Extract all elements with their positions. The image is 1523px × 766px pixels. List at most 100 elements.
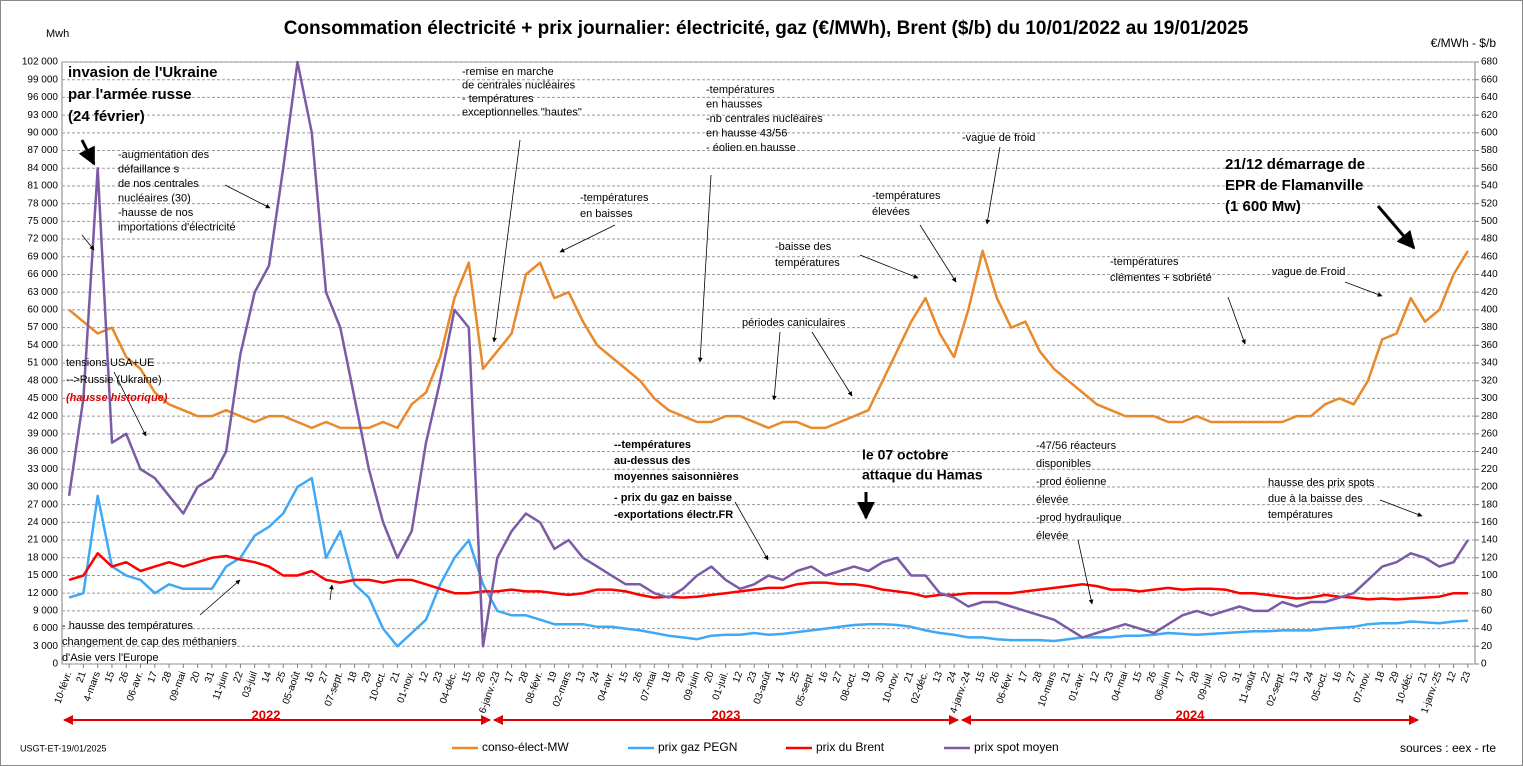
x-tick-label: 26 xyxy=(117,670,131,685)
x-tick-label: 17 xyxy=(146,670,160,685)
year-labels: 2022 2023 2024 xyxy=(252,707,1206,722)
chart-title: Consommation électricité + prix journali… xyxy=(284,18,1249,39)
y2-tick-label: 560 xyxy=(1481,163,1498,174)
y2-tick-label: 640 xyxy=(1481,92,1498,103)
y-tick-label: 75 000 xyxy=(27,216,58,227)
y-tick-label: 27 000 xyxy=(27,499,58,510)
y-tick-label: 33 000 xyxy=(27,464,58,475)
year-label: 2024 xyxy=(1176,707,1206,722)
y-tick-label: 39 000 xyxy=(27,428,58,439)
series-line xyxy=(68,552,1468,601)
y2-tick-label: 120 xyxy=(1481,552,1498,563)
y-tick-label: 0 xyxy=(52,659,58,670)
legend: conso-élect-MW prix gaz PEGN prix du Brent… xyxy=(452,740,1059,754)
x-tick-label: 24 xyxy=(1302,670,1316,685)
annotation: périodes caniculaires xyxy=(742,317,846,329)
y-tick-label: 3 000 xyxy=(33,641,58,652)
annotation: invasion de l'Ukraine xyxy=(68,64,217,81)
x-tick-label: 21 xyxy=(1059,670,1073,685)
y-tick-label: 93 000 xyxy=(27,110,58,121)
x-tick-label: 14 xyxy=(774,670,788,685)
y2-tick-label: 200 xyxy=(1481,482,1498,493)
annotation: d'Asie vers l'Europe xyxy=(62,652,159,664)
x-tick-label: 26 xyxy=(988,670,1002,685)
x-tick-label: 12 xyxy=(417,670,431,685)
annotation: exceptionnelles "hautes" xyxy=(462,106,582,118)
annotation: élevée xyxy=(1036,494,1068,506)
x-tick-label: 28 xyxy=(517,670,531,685)
x-tick-label: 20 xyxy=(189,670,203,685)
x-tick-label: 29 xyxy=(1388,670,1402,685)
annotation: défaillance s xyxy=(118,163,180,175)
annotation: -températures xyxy=(872,190,941,202)
x-tick-label: 23 xyxy=(1459,670,1473,685)
annotation: nucléaires (30) xyxy=(118,192,191,204)
annotation: températures xyxy=(775,257,840,269)
x-tick-label: 20 xyxy=(1216,670,1230,685)
y2-tick-label: 360 xyxy=(1481,340,1498,351)
y-tick-label: 81 000 xyxy=(27,181,58,192)
x-tick-label: 12 xyxy=(1445,670,1459,685)
annotation: -prod éolienne xyxy=(1036,476,1106,488)
y2-tick-label: 0 xyxy=(1481,659,1487,670)
series-line xyxy=(68,249,1469,430)
grid: 0 3 000 6 000 9 000 12 000 15 000 18 000 21 000… xyxy=(22,57,1498,670)
annotation: vague de Froid xyxy=(1272,266,1345,278)
x-tick-label: 28 xyxy=(1031,670,1045,685)
y-tick-label: 12 000 xyxy=(27,588,58,599)
x-tick-label: 15 xyxy=(1131,670,1145,685)
y2-tick-label: 40 xyxy=(1481,623,1493,634)
annotation: (1 600 Mw) xyxy=(1225,198,1301,215)
x-tick-label: 23 xyxy=(745,670,759,685)
x-tick-label: 24 xyxy=(588,670,602,685)
x-tick-label: 14 xyxy=(260,670,274,685)
x-tick-label: 23 xyxy=(431,670,445,685)
annotation: 21/12 démarrage de xyxy=(1225,156,1365,173)
y-tick-label: 90 000 xyxy=(27,127,58,138)
x-tick-label: 15 xyxy=(460,670,474,685)
y-tick-label: 96 000 xyxy=(27,92,58,103)
annotation: par l'armée russe xyxy=(68,86,192,103)
x-tick-label: 12 xyxy=(1088,670,1102,685)
annotation: importations d'électricité xyxy=(118,221,236,233)
x-tick-label: 24 xyxy=(945,670,959,685)
x-tick-label: 23 xyxy=(1102,670,1116,685)
annotation: -nb centrales nucléaires xyxy=(706,113,823,125)
y-tick-label: 9 000 xyxy=(33,606,58,617)
x-tick-label: 19 xyxy=(546,670,560,685)
y2-axis-label: €/MWh - $/b xyxy=(1431,36,1497,50)
x-tick-label: 16 xyxy=(1331,670,1345,685)
legend-label: prix spot moyen xyxy=(974,740,1059,754)
x-tick-label: 13 xyxy=(1288,670,1302,685)
x-tick-label: 22 xyxy=(232,670,246,685)
footer-right: sources : eex - rte xyxy=(1400,741,1496,755)
y-tick-label: 42 000 xyxy=(27,411,58,422)
x-tick-label: 27 xyxy=(317,670,331,685)
x-tick-label: 15 xyxy=(103,670,117,685)
annotations: invasion de l'Ukraine par l'armée russe (2… xyxy=(62,64,1375,664)
y2-tick-label: 580 xyxy=(1481,145,1498,156)
y2-tick-label: 280 xyxy=(1481,411,1498,422)
annotation: en hausse 43/56 xyxy=(706,127,787,139)
x-tick-label: 21 xyxy=(1416,670,1430,685)
y-tick-label: 30 000 xyxy=(27,482,58,493)
y-tick-label: 69 000 xyxy=(27,251,58,262)
annotation: -augmentation des xyxy=(118,149,210,161)
y-tick-label: 24 000 xyxy=(27,517,58,528)
year-label: 2022 xyxy=(252,707,281,722)
y2-tick-label: 60 xyxy=(1481,606,1493,617)
x-tick-label: 18 xyxy=(346,670,360,685)
annotation: de nos centrales xyxy=(118,178,199,190)
x-tick-label: 26 xyxy=(1145,670,1159,685)
x-tick-label: 28 xyxy=(160,670,174,685)
y2-tick-label: 140 xyxy=(1481,535,1498,546)
y-tick-label: 60 000 xyxy=(27,305,58,316)
annotation: - éolien en hausse xyxy=(706,142,796,154)
annotation: -->Russie (Ukraine) xyxy=(66,374,162,386)
annotation: -températures xyxy=(580,192,649,204)
x-tick-label: 25 xyxy=(274,670,288,685)
year-label: 2023 xyxy=(712,707,741,722)
y2-tick-label: 480 xyxy=(1481,234,1498,245)
y2-tick-label: 220 xyxy=(1481,464,1498,475)
